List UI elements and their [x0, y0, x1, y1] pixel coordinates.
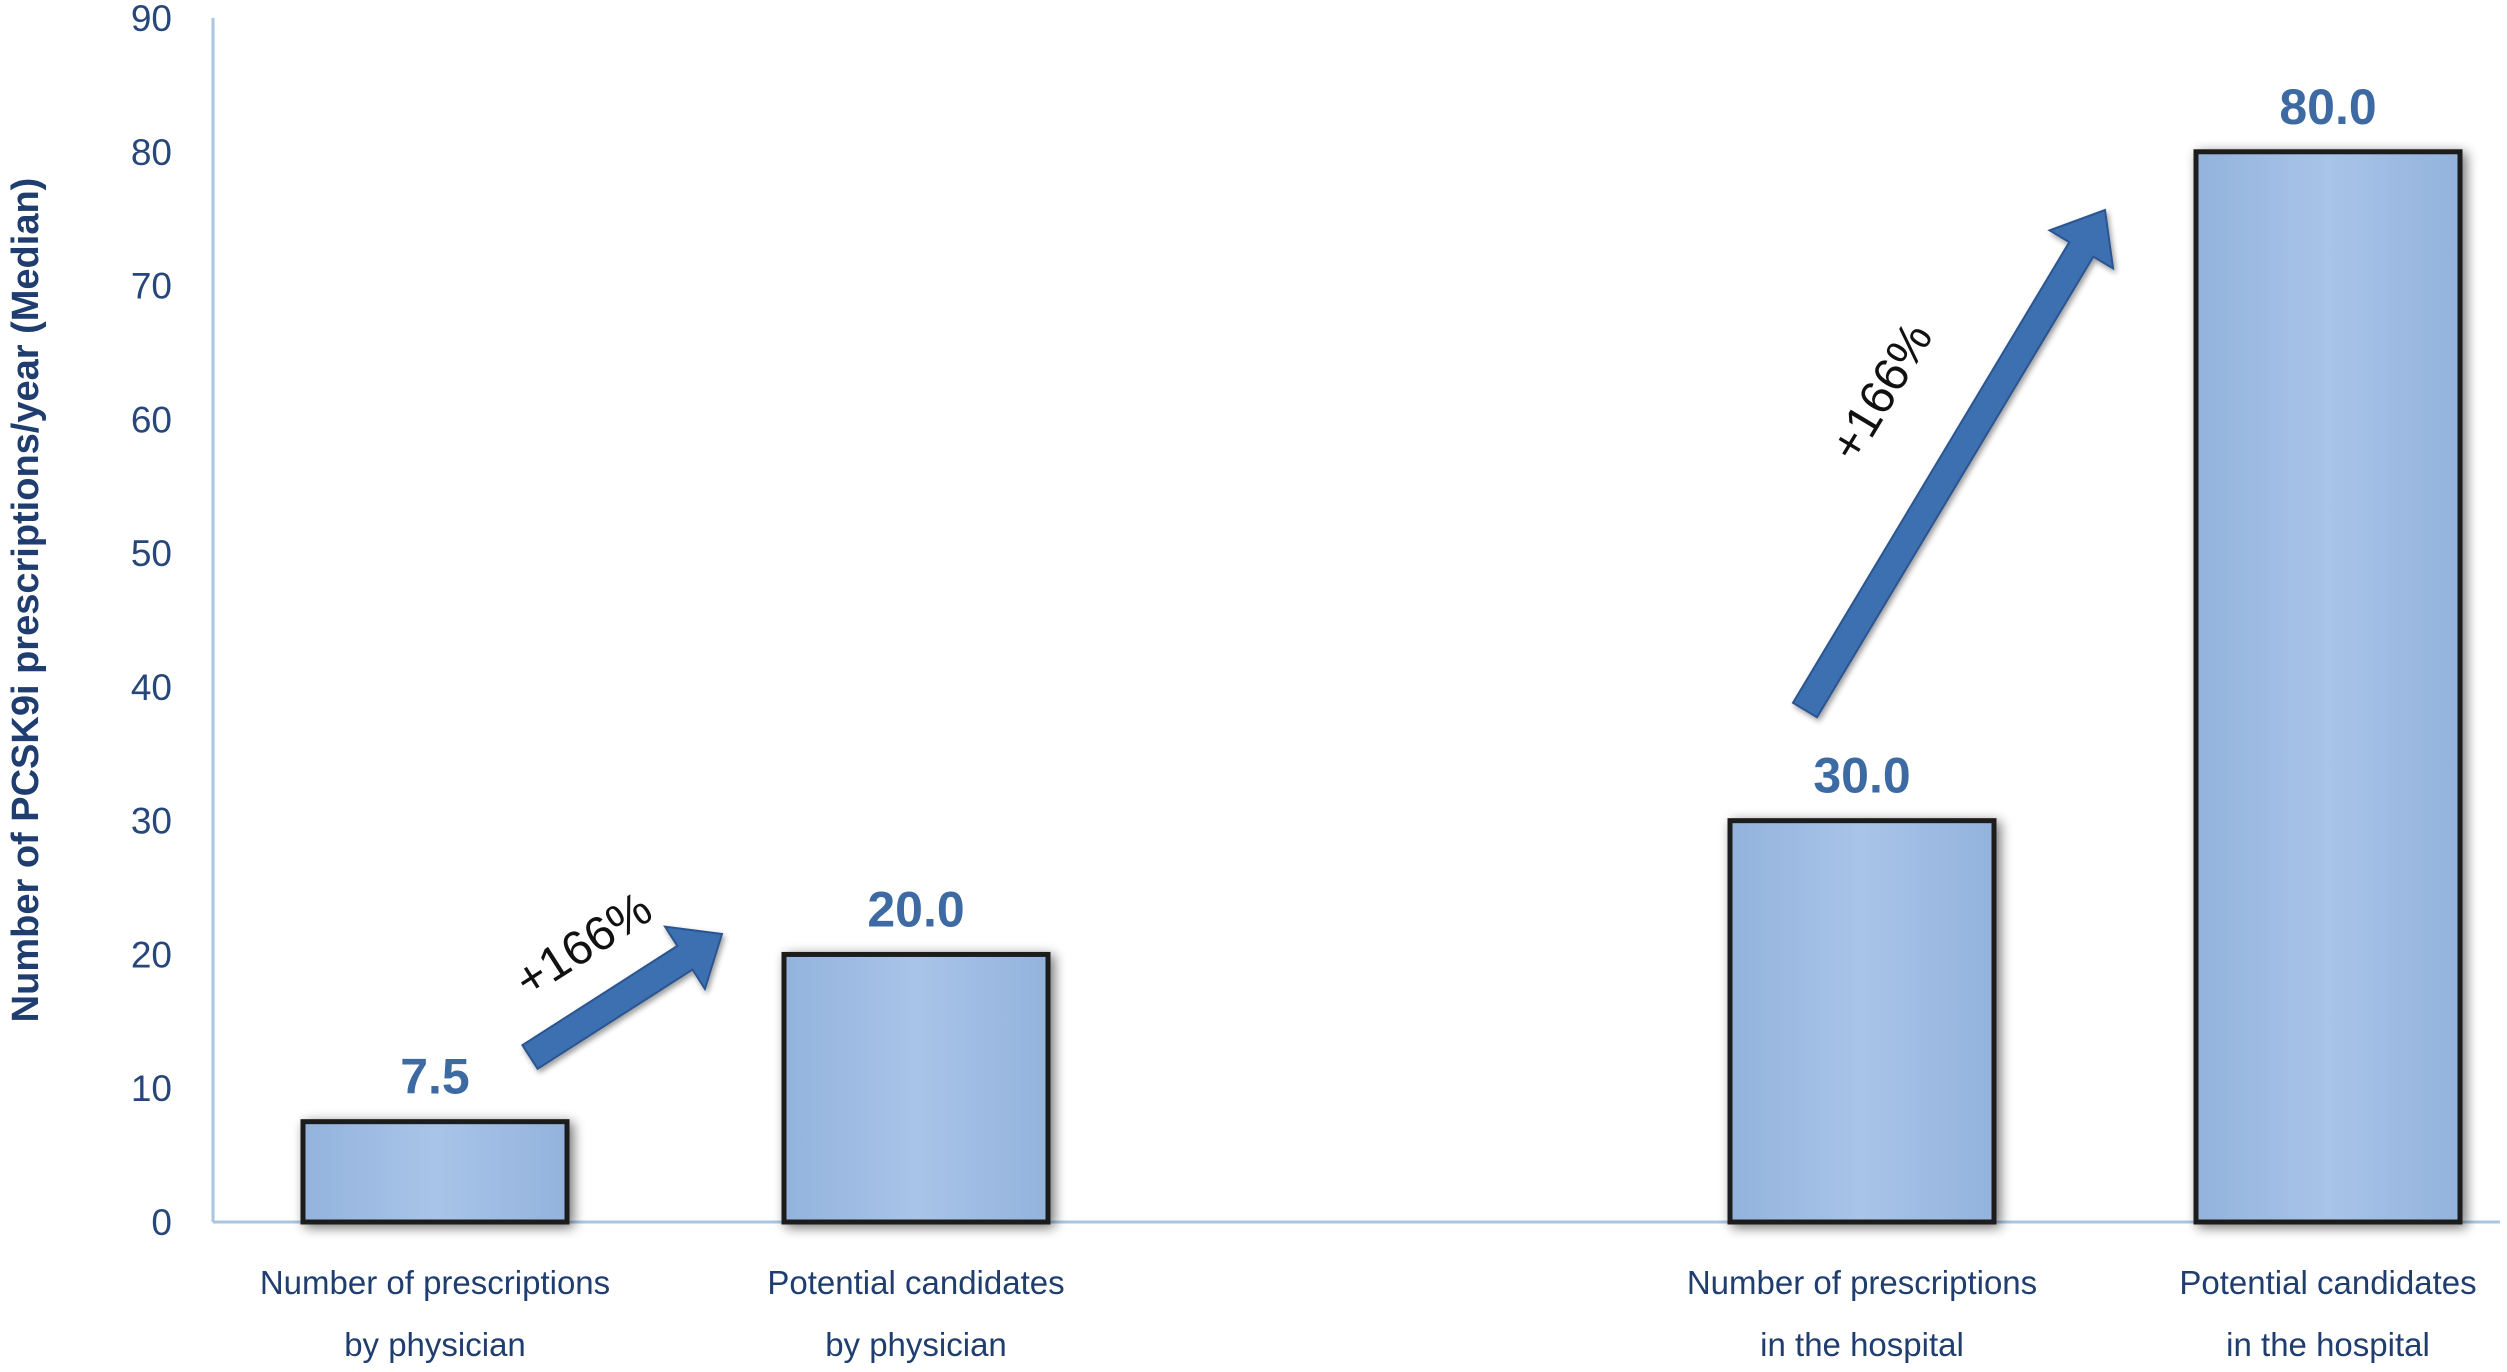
bar — [781, 951, 1051, 1225]
data-label: 30.0 — [1813, 748, 1910, 804]
data-label: 20.0 — [867, 881, 964, 937]
bar — [300, 1119, 570, 1225]
category-label: Potential candidates — [767, 1264, 1064, 1301]
bar — [1727, 818, 1997, 1225]
y-tick-labels: 0 10 20 30 40 50 60 70 80 90 — [131, 0, 172, 1243]
category-label: in the hospital — [2226, 1326, 2430, 1363]
data-labels: 7.5 20.0 30.0 80.0 — [400, 79, 2376, 1105]
y-tick-label: 90 — [131, 0, 172, 39]
category-label: Number of prescriptions — [1687, 1264, 2037, 1301]
y-tick-label: 30 — [131, 801, 172, 842]
data-label: 80.0 — [2279, 79, 2376, 135]
y-tick-label: 80 — [131, 132, 172, 173]
data-label: 7.5 — [400, 1049, 470, 1105]
y-tick-label: 50 — [131, 533, 172, 574]
growth-arrow — [1791, 208, 2115, 719]
y-tick-label: 40 — [131, 667, 172, 708]
y-tick-label: 20 — [131, 934, 172, 975]
y-tick-label: 70 — [131, 266, 172, 307]
category-label: by physician — [825, 1326, 1007, 1363]
growth-arrow — [521, 925, 724, 1071]
y-tick-label: 60 — [131, 399, 172, 440]
category-label: Number of prescriptions — [260, 1264, 610, 1301]
category-label: in the hospital — [1760, 1326, 1964, 1363]
y-tick-label: 10 — [131, 1068, 172, 1109]
category-labels: Number of prescriptions by physician Poten… — [260, 1264, 2477, 1363]
growth-label: +166% — [1820, 314, 1943, 471]
y-tick-label: 0 — [151, 1202, 172, 1243]
category-label: Potential candidates — [2179, 1264, 2476, 1301]
bars — [300, 149, 2463, 1225]
category-label: by physician — [344, 1326, 526, 1363]
y-axis-label: Number of PCSK9i prescriptions/year (Med… — [5, 178, 47, 1023]
bar — [2193, 149, 2463, 1225]
